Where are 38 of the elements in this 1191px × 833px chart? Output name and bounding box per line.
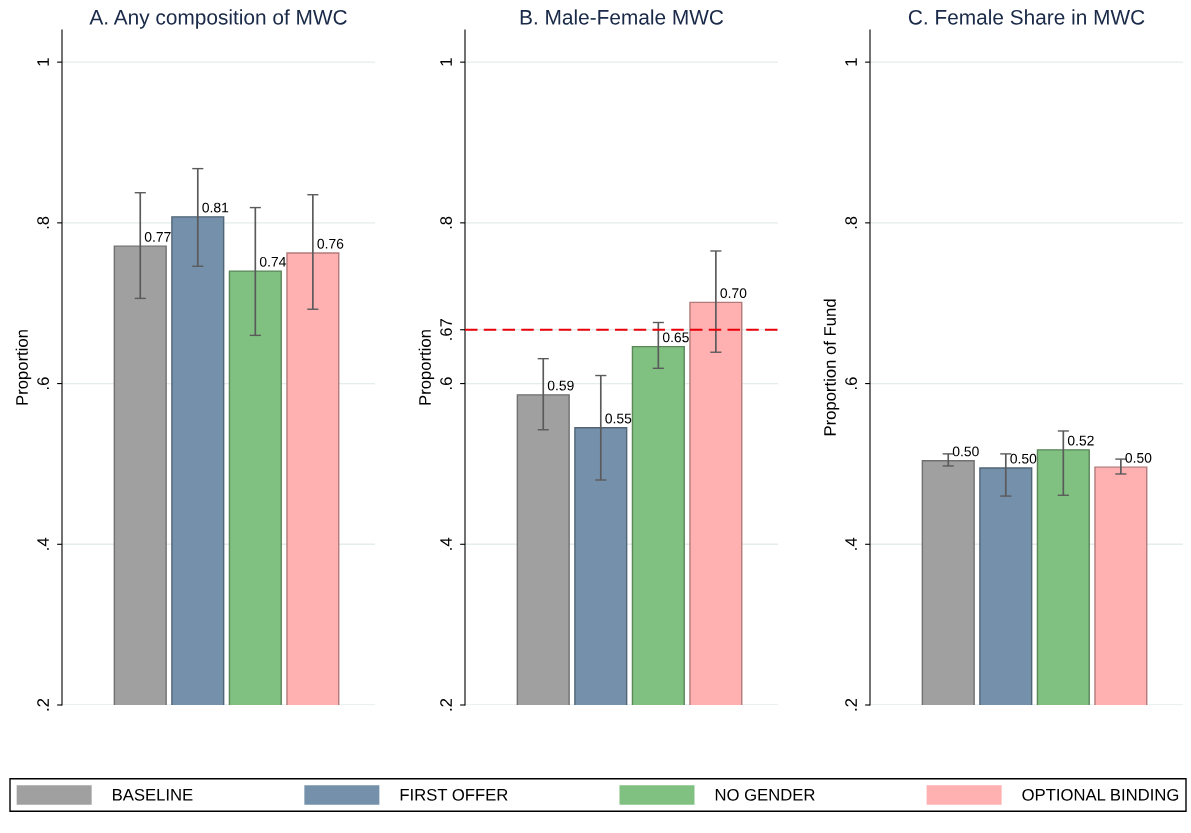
y-tick-label: .8 xyxy=(845,216,857,229)
data-label: 0.77 xyxy=(144,231,171,242)
y-tick-label: .8 xyxy=(37,216,49,229)
data-label: 0.76 xyxy=(317,238,344,249)
data-label: 0.59 xyxy=(547,380,574,391)
data-label: 0.52 xyxy=(1067,435,1094,446)
y-tick-label: .2 xyxy=(845,698,857,711)
y-tick-label: .6 xyxy=(37,377,49,389)
legend-label: NO GENDER xyxy=(715,788,815,801)
chart-title: B. Male-Female MWC xyxy=(520,9,724,25)
legend-label: BASELINE xyxy=(113,788,193,801)
y-tick-label: .67 xyxy=(440,318,452,340)
y-tick-label: .2 xyxy=(37,698,49,711)
legend-label: OPTIONAL BINDING xyxy=(1022,788,1179,801)
y-axis-title: Proportion of Fund xyxy=(823,299,840,436)
y-tick-label: .6 xyxy=(440,377,452,389)
data-label: 0.50 xyxy=(1010,453,1037,464)
chart-title: A. Any composition of MWC xyxy=(89,9,347,29)
y-tick-label: .2 xyxy=(440,698,452,711)
y-axis-title: Proportion xyxy=(418,330,435,405)
y-tick-label: .6 xyxy=(845,377,857,389)
data-label: 0.65 xyxy=(662,332,689,343)
data-label: 0.74 xyxy=(259,256,286,267)
y-tick-label: 1 xyxy=(440,58,452,66)
data-label: 0.70 xyxy=(720,288,747,299)
y-tick-label: .4 xyxy=(440,537,452,550)
y-tick-label: 1 xyxy=(845,58,857,66)
legend-label: FIRST OFFER xyxy=(400,788,508,801)
y-tick-label: .4 xyxy=(845,537,857,550)
data-label: 0.55 xyxy=(605,413,632,424)
data-label: 0.50 xyxy=(1125,452,1152,463)
chart-title: C. Female Share in MWC xyxy=(908,9,1145,25)
y-tick-label: .4 xyxy=(37,537,49,550)
data-label: 0.50 xyxy=(952,446,979,457)
y-axis-title: Proportion xyxy=(15,330,32,405)
y-tick-label: 1 xyxy=(37,58,49,66)
data-label: 0.81 xyxy=(202,202,229,213)
y-tick-label: .8 xyxy=(440,216,452,229)
